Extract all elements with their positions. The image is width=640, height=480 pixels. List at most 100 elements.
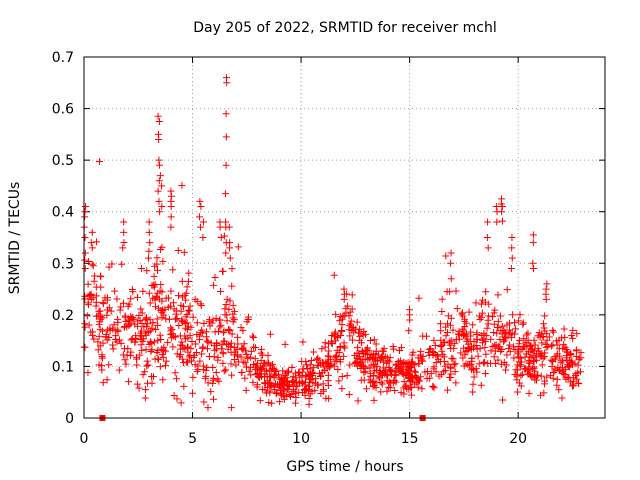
data-point xyxy=(323,359,331,367)
data-point xyxy=(549,374,557,382)
data-point xyxy=(168,325,176,333)
data-point xyxy=(498,203,506,211)
data-point xyxy=(417,373,425,381)
data-point xyxy=(407,384,415,392)
data-point xyxy=(481,358,489,366)
data-point xyxy=(158,243,166,251)
data-point xyxy=(298,373,306,381)
data-point xyxy=(479,359,487,367)
data-point xyxy=(81,256,89,264)
data-point xyxy=(253,369,261,377)
data-point xyxy=(533,349,541,357)
data-point xyxy=(137,305,145,313)
data-point xyxy=(120,228,128,236)
data-point xyxy=(326,363,334,371)
data-point xyxy=(88,260,96,268)
data-point xyxy=(470,373,478,381)
data-point xyxy=(153,289,161,297)
data-point xyxy=(125,322,133,330)
data-point xyxy=(227,404,235,412)
data-point xyxy=(197,300,205,308)
data-point xyxy=(142,322,150,330)
data-point xyxy=(377,378,385,386)
data-point xyxy=(417,347,425,355)
data-point xyxy=(268,399,276,407)
data-point xyxy=(148,346,156,354)
data-point xyxy=(569,326,577,334)
data-point xyxy=(375,374,383,382)
data-point xyxy=(81,323,89,331)
data-point xyxy=(430,336,438,344)
data-point xyxy=(489,313,497,321)
data-point xyxy=(503,286,511,294)
data-point xyxy=(549,341,557,349)
data-point xyxy=(272,390,280,398)
data-point xyxy=(87,290,95,298)
data-point xyxy=(102,330,110,338)
data-point xyxy=(195,213,203,221)
data-point xyxy=(444,312,452,320)
data-point xyxy=(370,336,378,344)
data-point xyxy=(189,313,197,321)
data-point xyxy=(396,347,404,355)
y-tick-label: 0 xyxy=(65,411,74,427)
data-point xyxy=(446,321,454,329)
data-point xyxy=(516,336,524,344)
data-point xyxy=(111,287,119,295)
data-point xyxy=(538,339,546,347)
data-point xyxy=(379,364,387,372)
data-point xyxy=(146,316,154,324)
data-point xyxy=(83,312,91,320)
data-point xyxy=(549,328,557,336)
data-point xyxy=(170,392,178,400)
data-point xyxy=(223,311,231,319)
data-point xyxy=(511,330,519,338)
data-point xyxy=(161,362,169,370)
data-point xyxy=(264,351,272,359)
data-point xyxy=(98,314,106,322)
data-point xyxy=(417,355,425,363)
data-point xyxy=(85,321,93,329)
data-point xyxy=(173,375,181,383)
data-point xyxy=(422,332,430,340)
data-point xyxy=(167,213,175,221)
data-point xyxy=(98,366,106,374)
data-point xyxy=(125,378,133,386)
data-point xyxy=(82,203,90,211)
data-point xyxy=(168,334,176,342)
data-point xyxy=(143,314,150,322)
data-point xyxy=(331,354,339,362)
data-point xyxy=(182,296,190,304)
data-point xyxy=(472,365,480,373)
data-point xyxy=(568,331,576,339)
data-point xyxy=(188,338,196,346)
data-point xyxy=(502,366,510,374)
data-point xyxy=(432,359,440,367)
data-point xyxy=(220,367,228,375)
data-point xyxy=(369,361,377,369)
data-point xyxy=(159,257,167,265)
data-point xyxy=(463,337,471,345)
data-point xyxy=(451,360,459,368)
data-point xyxy=(552,337,560,345)
data-point xyxy=(473,331,481,339)
data-point xyxy=(159,346,167,354)
data-point xyxy=(162,294,170,302)
data-point xyxy=(257,349,265,357)
data-point xyxy=(257,357,265,365)
data-point xyxy=(369,383,377,391)
data-point xyxy=(572,370,580,378)
data-point xyxy=(215,377,223,385)
data-point xyxy=(271,386,279,394)
data-point xyxy=(151,296,159,304)
data-point xyxy=(334,366,342,374)
data-point xyxy=(280,386,288,394)
data-point xyxy=(280,395,288,403)
data-point xyxy=(478,309,486,317)
data-point xyxy=(531,367,539,375)
data-point xyxy=(244,315,252,323)
data-point xyxy=(232,361,240,369)
data-point xyxy=(356,332,364,340)
data-point xyxy=(346,332,354,340)
